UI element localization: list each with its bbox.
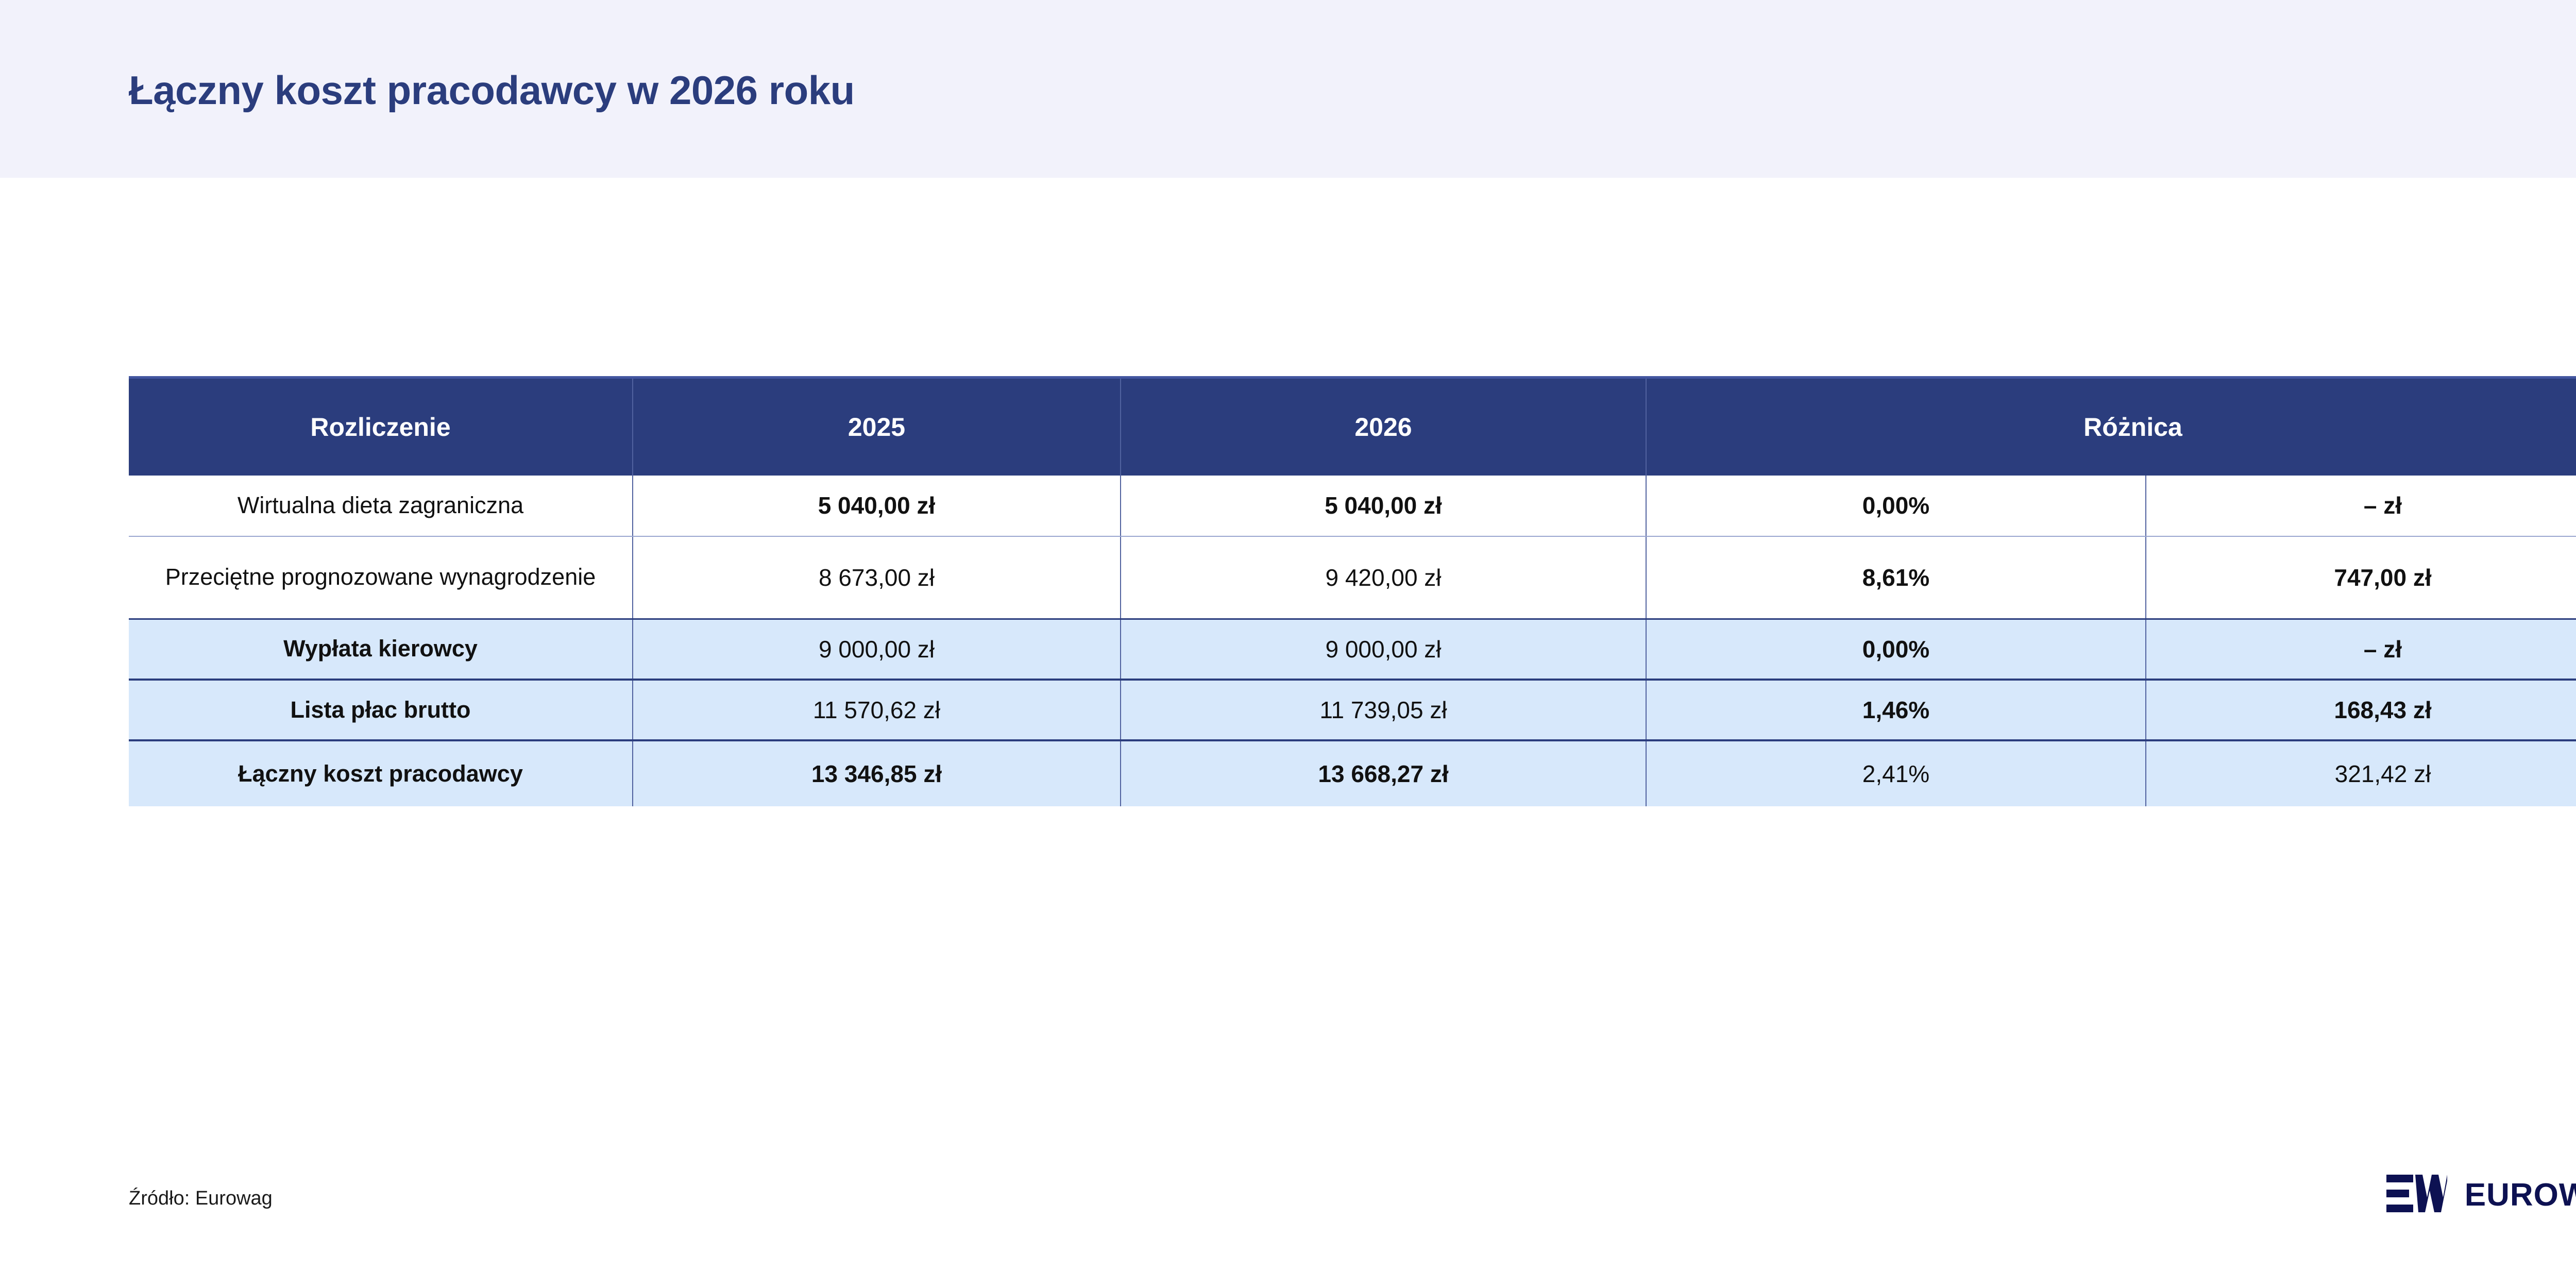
cell-2025: 8 673,00 zł [632, 536, 1121, 620]
cell-2026: 5 040,00 zł [1120, 476, 1646, 537]
row-label: Lista płac brutto [129, 680, 633, 741]
cell-diff-percent: 0,00% [1646, 476, 2146, 537]
cell-2026: 13 668,27 zł [1120, 740, 1646, 806]
table-row-total: Łączny koszt pracodawcy 13 346,85 zł 13 … [129, 740, 2576, 806]
table-row: Wypłata kierowcy 9 000,00 zł 9 000,00 zł… [129, 619, 2576, 681]
cell-diff-percent: 2,41% [1646, 740, 2146, 806]
table-header-row: Rozliczenie 2025 2026 Różnica [129, 376, 2576, 476]
cell-diff-amount: 168,43 zł [2145, 680, 2576, 741]
eurowag-wordmark: EUROWAG [2464, 1177, 2576, 1213]
column-header-roznica: Różnica [1645, 376, 2576, 476]
cell-diff-percent: 1,46% [1646, 680, 2146, 741]
cell-diff-percent: 0,00% [1646, 619, 2146, 681]
column-header-2026: 2026 [1120, 376, 1646, 476]
cell-2025: 9 000,00 zł [632, 619, 1121, 681]
cost-comparison-table: Rozliczenie 2025 2026 Różnica Wirtualna … [129, 376, 2576, 806]
title-band: Łączny koszt pracodawcy w 2026 roku [0, 0, 2576, 178]
column-header-2025: 2025 [632, 376, 1121, 476]
cell-2026: 9 420,00 zł [1120, 536, 1646, 620]
cell-diff-amount: 747,00 zł [2145, 536, 2576, 620]
row-label: Łączny koszt pracodawcy [129, 740, 633, 806]
cell-2025: 13 346,85 zł [632, 740, 1121, 806]
cell-2025: 11 570,62 zł [632, 680, 1121, 741]
cell-2026: 9 000,00 zł [1120, 619, 1646, 681]
cell-2025: 5 040,00 zł [632, 476, 1121, 537]
cell-diff-amount: – zł [2145, 476, 2576, 537]
cell-diff-amount: – zł [2145, 619, 2576, 681]
cell-2026: 11 739,05 zł [1120, 680, 1646, 741]
column-header-rozliczenie: Rozliczenie [129, 376, 633, 476]
table-row: Wirtualna dieta zagraniczna 5 040,00 zł … [129, 476, 2576, 537]
source-note: Źródło: Eurowag [129, 1188, 273, 1209]
cell-diff-amount: 321,42 zł [2145, 740, 2576, 806]
table-row: Lista płac brutto 11 570,62 zł 11 739,05… [129, 680, 2576, 741]
ew-monogram-icon [2386, 1175, 2447, 1215]
page-title: Łączny koszt pracodawcy w 2026 roku [129, 67, 855, 113]
row-label: Przeciętne prognozowane wynagrodzenie [129, 536, 633, 620]
cell-diff-percent: 8,61% [1646, 536, 2146, 620]
table-row: Przeciętne prognozowane wynagrodzenie 8 … [129, 536, 2576, 620]
eurowag-logo: EUROWAG [2386, 1175, 2576, 1215]
row-label: Wirtualna dieta zagraniczna [129, 476, 633, 537]
row-label: Wypłata kierowcy [129, 619, 633, 681]
